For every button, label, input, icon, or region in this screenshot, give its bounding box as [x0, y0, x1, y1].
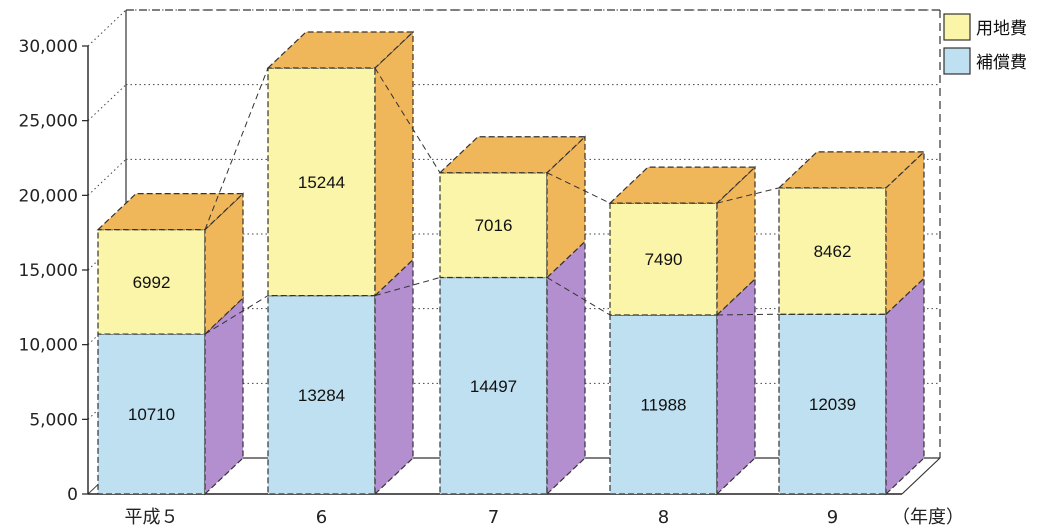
- bar-value-label: 14497: [470, 377, 517, 396]
- bar-side-compensation: [716, 277, 756, 496]
- bar-front-land: [778, 187, 887, 315]
- bar-front-land: [267, 67, 376, 297]
- x-tick-label: 7: [488, 507, 499, 528]
- y-tick-label: 5,000: [29, 410, 78, 430]
- legend-label: 用地費: [976, 19, 1027, 39]
- series-connector-land: [546, 172, 611, 204]
- y-tick-label: 15,000: [19, 261, 78, 281]
- y-tick-label: 30,000: [19, 37, 78, 57]
- x-axis-unit-label: （年度）: [892, 507, 964, 528]
- bar-top-face: [438, 136, 587, 174]
- bar-value-label: 8462: [814, 242, 852, 261]
- bar-value-label: 13284: [298, 386, 345, 405]
- bar-side-compensation: [374, 258, 414, 496]
- bar-top-face: [96, 193, 245, 231]
- bar-top-face: [608, 166, 757, 204]
- series-connector-compensation: [204, 295, 269, 335]
- legend-swatch: [943, 13, 971, 41]
- bar-value-label: 6992: [133, 273, 171, 292]
- x-tick-label: 6: [316, 507, 327, 528]
- bar-side-compensation: [546, 240, 586, 496]
- bar-value-label: 7016: [475, 216, 513, 235]
- bar-front-compensation: [778, 313, 887, 495]
- x-tick-label: 平成５: [125, 507, 179, 528]
- bar-side-compensation: [885, 276, 925, 496]
- bar-side-land: [374, 30, 414, 298]
- bar-front-land: [609, 202, 718, 316]
- chart-bars: [96, 30, 926, 496]
- bar-value-label: 7490: [645, 250, 683, 269]
- y-tick-label: 20,000: [19, 186, 78, 206]
- series-connector-land: [204, 67, 269, 230]
- y-tick-label: 25,000: [19, 112, 78, 132]
- bar-value-label: 12039: [809, 395, 856, 414]
- legend-swatch: [943, 47, 971, 75]
- bar-top-face: [777, 151, 926, 189]
- series-connector-compensation: [546, 277, 611, 316]
- bar-side-land: [885, 150, 925, 316]
- bar-value-label: 11988: [640, 395, 686, 414]
- bar-front-compensation: [439, 276, 548, 495]
- series-connector-land: [716, 187, 780, 204]
- bar-value-label: 10710: [128, 405, 175, 424]
- gridline-diagonal: [87, 158, 127, 196]
- bar-value-label: 15244: [298, 173, 345, 192]
- legend-label: 補償費: [976, 53, 1027, 73]
- bar-front-compensation: [609, 314, 718, 495]
- bar-front-land: [439, 172, 548, 279]
- series-connector-compensation: [374, 277, 441, 297]
- chart-connectors: [204, 67, 780, 335]
- bar-front-compensation: [97, 333, 206, 495]
- bar-front-compensation: [267, 295, 376, 495]
- y-tick-label: 0: [67, 485, 78, 505]
- gridline-diagonal: [87, 84, 127, 122]
- series-connector-compensation: [716, 313, 780, 316]
- bar-front-land: [97, 229, 206, 335]
- y-tick-label: 10,000: [19, 336, 78, 356]
- series-connector-land: [374, 67, 441, 174]
- chart-labels: 10710 6992 13284 15244 14497 7016 11988 7490 120…: [128, 173, 856, 424]
- x-tick-label: 9: [827, 507, 838, 528]
- bar-top-face: [266, 31, 415, 69]
- x-tick-label: 8: [658, 507, 669, 528]
- gridline-diagonal: [87, 9, 127, 47]
- floor-right-edge: [901, 457, 941, 495]
